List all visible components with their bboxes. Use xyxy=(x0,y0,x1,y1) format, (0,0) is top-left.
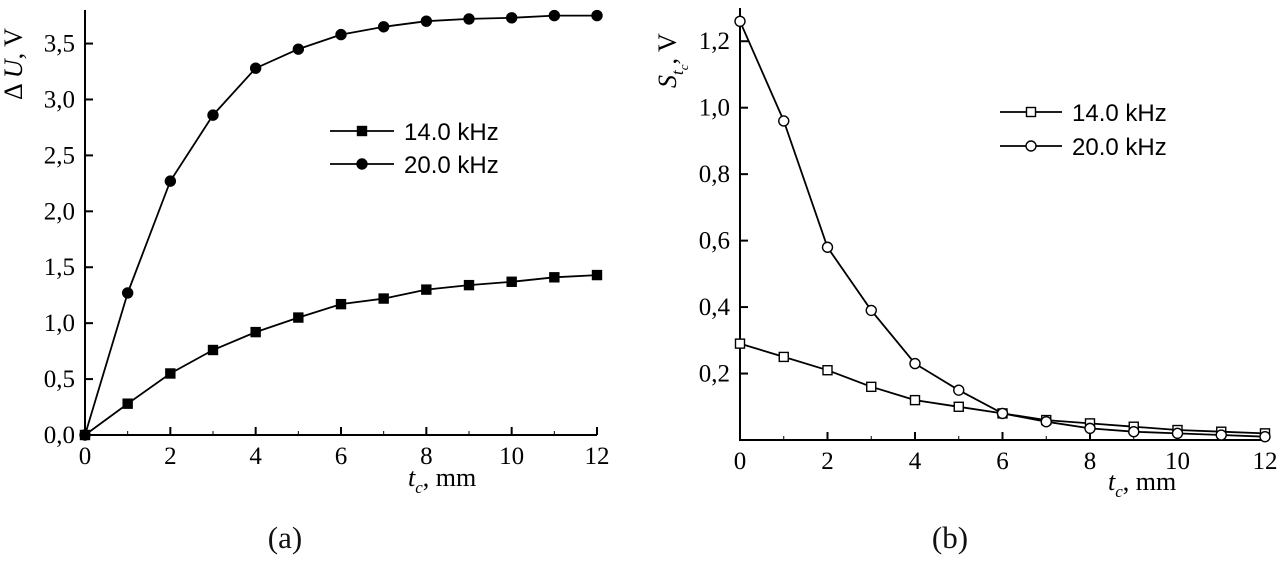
series-line-20.0-kHz xyxy=(84,14,597,436)
marker-square-open xyxy=(953,401,964,412)
marker-square-filled xyxy=(293,312,304,323)
marker-square-open xyxy=(866,381,877,393)
x-axis-label: tc, mm xyxy=(1108,467,1176,501)
y-tick-label: 1,0 xyxy=(44,310,75,337)
marker-square-open xyxy=(909,394,921,406)
y-tick-label: 0,4 xyxy=(699,294,731,321)
marker-circle-open xyxy=(1025,140,1037,152)
marker-circle-open xyxy=(1215,429,1227,441)
marker-circle-filled xyxy=(356,158,368,170)
series-line-14.0-kHz xyxy=(739,342,1266,435)
marker-square-open xyxy=(778,351,789,363)
marker-circle-filled xyxy=(420,15,433,27)
marker-circle-filled xyxy=(377,21,390,33)
marker-circle-filled xyxy=(335,28,347,41)
x-tick-label: 10 xyxy=(499,443,524,470)
y-tick-label: 1,0 xyxy=(699,95,730,122)
y-tick-label: 2,5 xyxy=(44,142,75,169)
x-tick-label: 10 xyxy=(1165,448,1190,475)
y-tick-label: 1,2 xyxy=(699,28,730,55)
x-tick-label: 12 xyxy=(1253,448,1278,475)
y-tick-label: 0,0 xyxy=(44,422,75,449)
chart-b: 0 2 4 6 8 10 12 0,2 0,4 0,6 0,8 1,0 1,2 14.0 kHz 20.0 … xyxy=(653,8,1278,501)
y-tick-label: 2,0 xyxy=(44,198,75,225)
y-tick-label: 1,5 xyxy=(44,254,75,281)
marker-circle-open xyxy=(778,115,790,127)
x-tick-label: 6 xyxy=(996,448,1009,475)
marker-circle-open xyxy=(1128,425,1140,438)
marker-square-filled xyxy=(165,368,176,379)
y-tick-label: 0,8 xyxy=(699,161,730,188)
x-tick-label: 8 xyxy=(1084,448,1097,475)
y-axis-label: Δ U, V xyxy=(0,28,28,100)
marker-circle-filled xyxy=(121,287,134,299)
legend-label: 14.0 kHz xyxy=(1072,100,1167,127)
legend-label: 20.0 kHz xyxy=(1072,134,1167,161)
x-tick-label: 8 xyxy=(420,443,433,470)
marker-circle-filled xyxy=(249,62,262,74)
y-tick-label: 0,5 xyxy=(44,366,75,393)
y-tick-label: 0,2 xyxy=(699,361,730,388)
y-tick-label: 0,6 xyxy=(699,228,730,255)
marker-square-filled xyxy=(591,269,603,281)
marker-circle-open xyxy=(734,15,746,27)
marker-square-open xyxy=(734,338,746,349)
marker-square-filled xyxy=(549,272,560,283)
marker-circle-open xyxy=(909,357,921,370)
marker-square-filled xyxy=(378,293,389,304)
marker-circle-open xyxy=(821,241,834,253)
y-axis-label: Stc, V xyxy=(653,33,691,88)
marker-circle-open xyxy=(1259,430,1271,443)
marker-square-filled xyxy=(207,344,219,356)
marker-circle-filled xyxy=(164,175,177,187)
marker-square-filled xyxy=(356,125,368,137)
marker-square-filled xyxy=(335,298,347,310)
marker-circle-open xyxy=(996,407,1009,420)
x-tick-label: 2 xyxy=(821,448,834,475)
x-tick-label: 4 xyxy=(909,448,922,475)
marker-circle-filled xyxy=(463,13,475,25)
marker-circle-filled xyxy=(79,429,91,441)
marker-circle-open xyxy=(1171,427,1184,440)
y-tick-label: 3,5 xyxy=(44,31,75,58)
marker-square-filled xyxy=(421,284,432,295)
x-tick-label: 12 xyxy=(585,443,610,470)
legend-label: 14.0 kHz xyxy=(404,119,499,146)
caption-a: (a) xyxy=(267,520,303,555)
marker-circle-open xyxy=(953,384,965,396)
marker-circle-filled xyxy=(505,12,518,24)
y-tick-label: 3,0 xyxy=(44,86,75,113)
x-tick-label: 0 xyxy=(734,448,747,475)
legend-label: 20.0 kHz xyxy=(404,152,499,179)
x-tick-label: 2 xyxy=(164,443,177,470)
marker-circle-open xyxy=(1040,416,1052,428)
marker-circle-open xyxy=(1084,422,1096,435)
marker-circle-filled xyxy=(207,109,219,121)
caption-b: (b) xyxy=(931,520,969,555)
marker-circle-open xyxy=(865,304,877,317)
marker-square-open xyxy=(822,365,833,376)
marker-circle-filled xyxy=(292,43,305,55)
chart-a: 0 2 4 6 8 10 12 0,0 0,5 1,0 1,5 2,0 2,5 3,0 3,5 14.0 kH… xyxy=(0,9,610,497)
x-tick-label: 6 xyxy=(335,443,348,470)
marker-circle-filled xyxy=(591,9,603,22)
marker-square-filled xyxy=(463,279,475,291)
marker-square-filled xyxy=(506,276,517,287)
series-line-20.0-kHz xyxy=(739,20,1266,438)
x-tick-label: 4 xyxy=(249,443,262,470)
marker-square-filled xyxy=(250,326,261,338)
x-axis-label: tc, mm xyxy=(408,463,476,497)
marker-circle-filled xyxy=(548,9,561,22)
x-tick-label: 0 xyxy=(79,443,92,470)
marker-square-filled xyxy=(122,398,133,409)
marker-square-open xyxy=(1025,106,1037,118)
